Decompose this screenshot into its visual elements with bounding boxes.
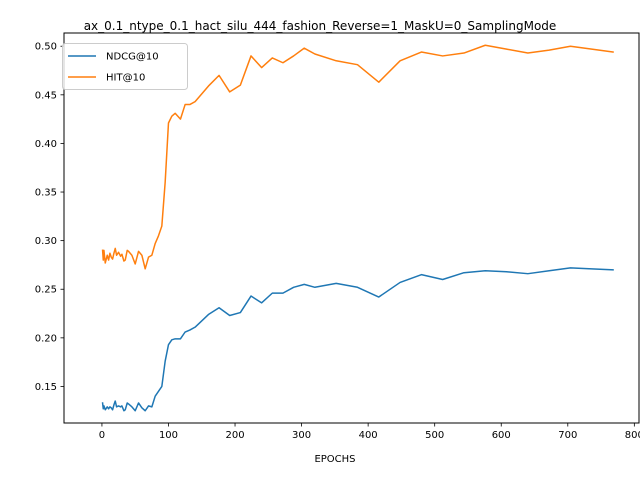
y-tick-label-3: 0.30 (35, 236, 57, 247)
legend-label-1: HIT@10 (106, 73, 145, 84)
y-tick-label-7: 0.50 (35, 42, 57, 53)
x-tick-label-4: 400 (359, 430, 378, 441)
y-tick-label-4: 0.35 (35, 188, 57, 199)
series-line-1 (101, 44, 614, 270)
legend-box (62, 43, 188, 90)
series-layer (101, 44, 614, 412)
x-tick-label-7: 700 (558, 430, 577, 441)
x-axis-label: EPOCHS (314, 454, 355, 465)
x-tick-label-0: 0 (99, 430, 105, 441)
series-line-0 (101, 267, 614, 412)
y-tick-label-0: 0.15 (35, 382, 57, 393)
x-tick-label-6: 600 (492, 430, 511, 441)
x-tick-label-3: 300 (292, 430, 311, 441)
y-tick-label-6: 0.45 (35, 90, 57, 101)
y-tick-label-5: 0.40 (35, 139, 57, 150)
axes-frame (63, 32, 640, 424)
legend-label-0: NDCG@10 (106, 52, 159, 63)
x-tick-label-1: 100 (159, 430, 178, 441)
y-axis-ticks: 0.15 0.20 0.25 0.30 0.35 0.40 0.45 0.50 (35, 42, 64, 393)
x-tick-label-8: 800 (625, 430, 640, 441)
x-axis-ticks: 0 100 200 300 400 500 600 700 800 (99, 423, 640, 441)
x-tick-label-2: 200 (225, 430, 244, 441)
y-tick-label-2: 0.25 (35, 285, 57, 296)
x-tick-label-5: 500 (425, 430, 444, 441)
y-tick-label-1: 0.20 (35, 333, 57, 344)
chart-title: ax_0.1_ntype_0.1_hact_silu_444_fashion_R… (84, 19, 557, 33)
legend: NDCG@10 HIT@10 (62, 43, 188, 90)
